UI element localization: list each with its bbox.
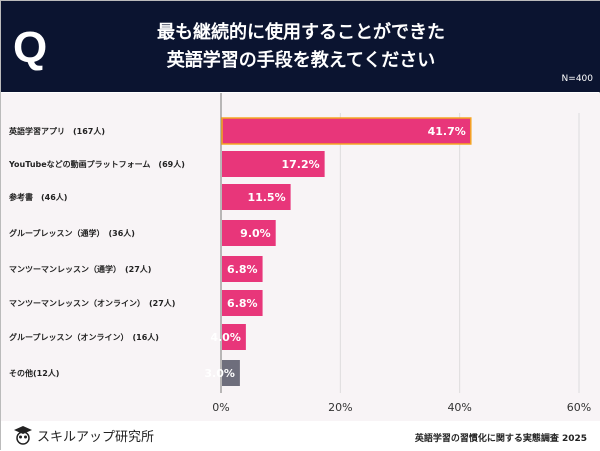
sample-size: N=400 <box>561 74 593 84</box>
bar <box>222 220 276 246</box>
bar-chart: 0% 20% 40% 60% 英語学習アプリ (167人) 41.7% YouTubeなどの… <box>8 93 591 414</box>
value-label: 6.8% <box>227 297 258 310</box>
x-tick-label: 0% <box>212 401 229 414</box>
category-label: マンツーマンレッスン（通学） (27人) <box>9 264 151 274</box>
bar <box>222 290 263 316</box>
q-mark: Q <box>13 23 48 72</box>
bar <box>222 184 291 210</box>
bar <box>222 324 246 350</box>
value-label: 4.0% <box>210 331 241 344</box>
category-label: グループレッスン（オンライン） (16人) <box>9 332 159 342</box>
title-line1: 最も継続的に使用することができた <box>157 22 445 43</box>
source-note: 英語学習の習慣化に関する実態調査 2025 <box>414 434 587 444</box>
value-label: 11.5% <box>247 191 285 204</box>
value-label: 3.0% <box>204 367 235 380</box>
value-label: 17.2% <box>281 158 319 171</box>
category-label: 英語学習アプリ (167人) <box>8 126 105 136</box>
value-label: 41.7% <box>428 125 466 138</box>
category-label: YouTubeなどの動画プラットフォーム (69人) <box>8 159 185 169</box>
bar <box>221 117 472 145</box>
brand-logo: スキルアップ研究所 <box>13 425 154 445</box>
value-label: 9.0% <box>240 227 271 240</box>
owl-logo-icon <box>14 426 32 445</box>
chart-area: 0% 20% 40% 60% 英語学習アプリ (167人) 41.7% YouTubeなどの… <box>1 93 600 421</box>
category-label: マンツーマンレッスン（オンライン） (27人) <box>9 298 175 308</box>
chart-title: 最も継続的に使用することができた 英語学習の手段を教えてください <box>101 19 501 75</box>
bar <box>222 360 240 386</box>
bar <box>222 256 263 282</box>
x-tick-label: 20% <box>328 401 352 414</box>
brand-name: スキルアップ研究所 <box>37 429 155 445</box>
footer <box>1 421 600 451</box>
value-label: 6.8% <box>227 263 258 276</box>
category-label: その他(12人) <box>9 368 59 378</box>
category-label: 参考書 (46人) <box>8 192 67 202</box>
x-tick-label: 60% <box>567 401 591 414</box>
x-tick-label: 40% <box>447 401 471 414</box>
bar <box>222 151 325 177</box>
category-label: グループレッスン（通学） (36人) <box>9 228 135 238</box>
header: Q 最も継続的に使用することができた 英語学習の手段を教えてください N=400 <box>1 1 600 92</box>
title-line2: 英語学習の手段を教えてください <box>166 50 436 71</box>
